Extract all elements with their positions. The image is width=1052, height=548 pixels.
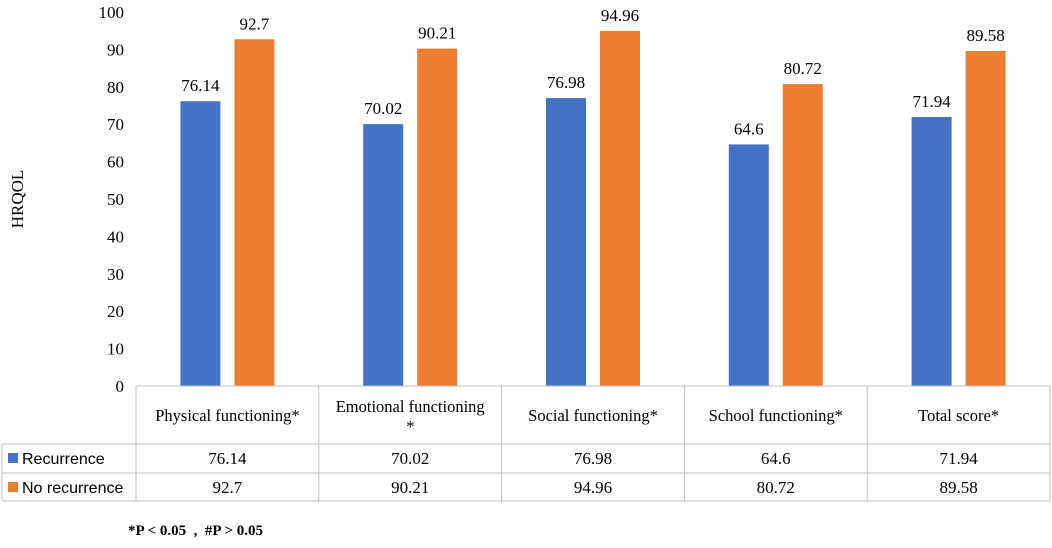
table-cell: 76.98 [574,449,612,468]
y-tick-label: 80 [107,78,124,97]
data-label: 64.6 [734,119,764,138]
y-tick-label: 60 [107,153,124,172]
table-cell: 90.21 [391,478,429,497]
y-tick-label: 30 [107,265,124,284]
table-cell: 70.02 [391,449,429,468]
category-label: Total score* [918,406,999,425]
bar-recurrence [546,98,586,387]
y-tick-label: 100 [99,3,125,22]
y-tick-label: 20 [107,302,124,321]
y-tick-label: 0 [116,377,125,396]
bar-recurrence [911,116,952,386]
data-label: 76.14 [181,76,220,95]
legend-swatch [8,453,18,463]
bar-no-recurrence [782,84,823,386]
data-label: 90.21 [418,24,456,43]
table-cell: 92.7 [213,478,243,497]
data-label: 94.96 [601,6,639,25]
table-cell: 71.94 [939,449,978,468]
category-label: Social functioning* [528,406,658,425]
legend-swatch [8,482,18,492]
bar-no-recurrence [965,50,1006,387]
table-cell: 76.14 [208,449,247,468]
y-tick-label: 50 [107,190,124,209]
category-label: Emotional functioning [336,397,485,416]
category-label: Physical functioning* [155,406,299,425]
data-label: 92.7 [240,14,270,33]
data-label: 80.72 [784,59,822,78]
footnote: *P < 0.05 , #P > 0.05 [128,523,264,539]
bar-recurrence [363,124,404,387]
bar-no-recurrence [600,30,640,386]
data-label: 89.58 [966,26,1004,45]
y-tick-label: 40 [107,227,124,246]
y-tick-label: 90 [107,40,124,59]
category-label: * [406,417,414,436]
data-label: 76.98 [547,73,585,92]
y-tick-label: 70 [107,115,124,134]
table-cell: 94.96 [574,478,612,497]
category-label: School functioning* [709,406,843,425]
table-cell: 80.72 [757,478,795,497]
data-label: 71.94 [912,92,951,111]
y-tick-label: 10 [107,340,124,359]
bar-recurrence [728,144,769,386]
bar-recurrence [180,101,221,387]
bar-no-recurrence [417,48,458,387]
bar-no-recurrence [234,39,275,386]
y-axis-label: HRQOL [8,170,27,229]
legend-label: No recurrence [22,480,123,497]
legend-label: Recurrence [22,451,105,468]
table-cell: 64.6 [761,449,791,468]
data-label: 70.02 [364,99,402,118]
table-cell: 89.58 [939,478,977,497]
